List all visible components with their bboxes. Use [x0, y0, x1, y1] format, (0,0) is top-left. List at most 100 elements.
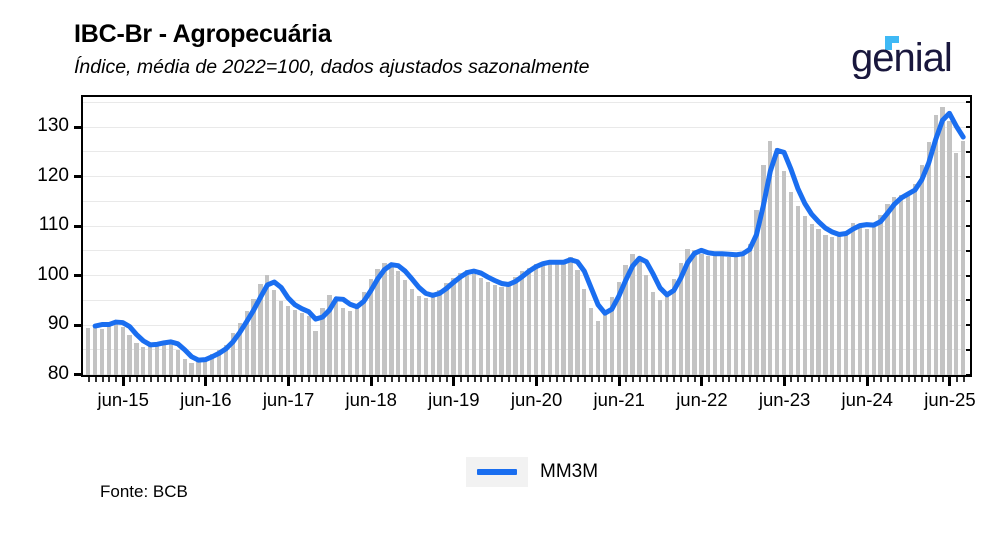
- x-axis-tick-minor: [411, 377, 414, 382]
- x-axis-tick-major: [121, 377, 125, 386]
- bar: [458, 273, 463, 375]
- x-axis-tick-minor: [776, 377, 779, 382]
- bar: [809, 224, 814, 375]
- x-axis-tick-minor: [769, 377, 772, 382]
- x-axis-tick-label: jun-25: [924, 389, 976, 410]
- x-axis-tick-minor: [397, 377, 400, 382]
- x-axis-tick-minor: [253, 377, 256, 382]
- y-axis-tick: [74, 373, 83, 376]
- bar: [637, 258, 642, 375]
- bar: [154, 343, 160, 375]
- x-axis-tick-minor: [184, 377, 187, 382]
- bar: [871, 224, 876, 375]
- bar: [86, 327, 91, 375]
- x-axis-tick-minor: [549, 377, 552, 382]
- x-axis-tick-minor: [893, 377, 896, 382]
- bar: [258, 284, 263, 375]
- bar: [403, 279, 408, 375]
- bar: [203, 358, 208, 375]
- x-axis-tick-minor: [273, 377, 276, 382]
- bar: [141, 347, 146, 375]
- bar: [843, 231, 849, 375]
- y-axis-tick-label: 130: [37, 115, 69, 137]
- y-axis-tick-right: [966, 249, 972, 252]
- bar: [754, 209, 759, 375]
- genial-logo: genial: [851, 33, 981, 80]
- bar: [547, 263, 552, 375]
- x-axis-tick-minor: [335, 377, 338, 382]
- bar: [919, 165, 924, 375]
- x-axis-tick-minor: [955, 377, 958, 382]
- bar: [347, 310, 353, 375]
- x-axis-tick-major: [287, 377, 291, 386]
- bar: [857, 225, 862, 375]
- x-axis-tick-minor: [928, 377, 931, 382]
- genial-logo-text: genial: [851, 36, 952, 79]
- page-title: IBC-Br - Agropecuária: [74, 20, 332, 48]
- x-axis-tick-minor: [266, 377, 269, 382]
- x-axis-tick-minor: [831, 377, 834, 382]
- bar: [382, 263, 387, 375]
- bar: [733, 254, 738, 375]
- x-axis-tick-minor: [583, 377, 586, 382]
- bar: [465, 270, 470, 375]
- gridline: [83, 101, 970, 103]
- bar: [713, 253, 718, 375]
- x-axis-tick-minor: [907, 377, 910, 382]
- x-axis-tick-minor: [149, 377, 152, 382]
- bar: [230, 333, 236, 375]
- bar: [334, 297, 339, 375]
- x-axis-tick-minor: [142, 377, 145, 382]
- x-axis-tick-minor: [556, 377, 559, 382]
- genial-logo-svg: genial: [851, 36, 953, 80]
- x-axis-tick-minor: [859, 377, 862, 382]
- x-axis-tick-minor: [845, 377, 848, 382]
- y-axis-tick-right: [966, 150, 972, 153]
- x-axis-tick-minor: [852, 377, 855, 382]
- bar: [299, 312, 304, 375]
- bar: [761, 165, 766, 375]
- bar: [878, 214, 883, 375]
- chart-legend: MM3M: [466, 457, 598, 487]
- bar: [265, 274, 270, 375]
- bar: [664, 294, 670, 375]
- bar: [706, 256, 711, 375]
- bar: [210, 354, 215, 375]
- x-axis-tick-minor: [838, 377, 841, 382]
- bar: [189, 363, 194, 375]
- x-axis-tick-minor: [459, 377, 462, 382]
- x-axis-tick-minor: [638, 377, 641, 382]
- x-axis-tick-minor: [673, 377, 676, 382]
- bar: [285, 306, 291, 375]
- bar: [113, 320, 118, 375]
- y-axis-tick: [74, 323, 83, 327]
- bar: [595, 320, 601, 375]
- y-axis-tick-label: 120: [37, 164, 69, 186]
- x-axis-tick-label: jun-20: [510, 389, 563, 410]
- bar: [554, 264, 559, 375]
- gridline: [83, 200, 970, 202]
- x-axis-tick-minor: [163, 377, 166, 382]
- bar: [92, 324, 98, 375]
- gridline: [83, 126, 970, 128]
- x-axis-tick-minor: [377, 377, 380, 382]
- x-axis-tick-minor: [315, 377, 318, 382]
- bar: [134, 343, 139, 375]
- x-axis-tick-minor: [328, 377, 331, 382]
- bar: [830, 236, 835, 375]
- y-axis-tick: [74, 274, 83, 278]
- y-axis-tick-label: 100: [37, 263, 69, 285]
- bar: [837, 235, 842, 375]
- x-axis-tick-minor: [349, 377, 352, 382]
- x-axis-tick-minor: [135, 377, 138, 382]
- x-axis-tick-minor: [570, 377, 572, 382]
- x-axis-tick-minor: [87, 377, 90, 382]
- x-axis-tick-minor: [418, 377, 421, 382]
- bar: [912, 184, 918, 375]
- x-axis-tick-minor: [824, 377, 827, 382]
- y-axis-tick-label: 110: [38, 214, 69, 236]
- x-axis-tick-minor: [439, 377, 442, 382]
- x-axis-tick-minor: [108, 377, 111, 382]
- x-axis-tick-minor: [383, 377, 386, 382]
- x-axis-tick-minor: [728, 377, 731, 382]
